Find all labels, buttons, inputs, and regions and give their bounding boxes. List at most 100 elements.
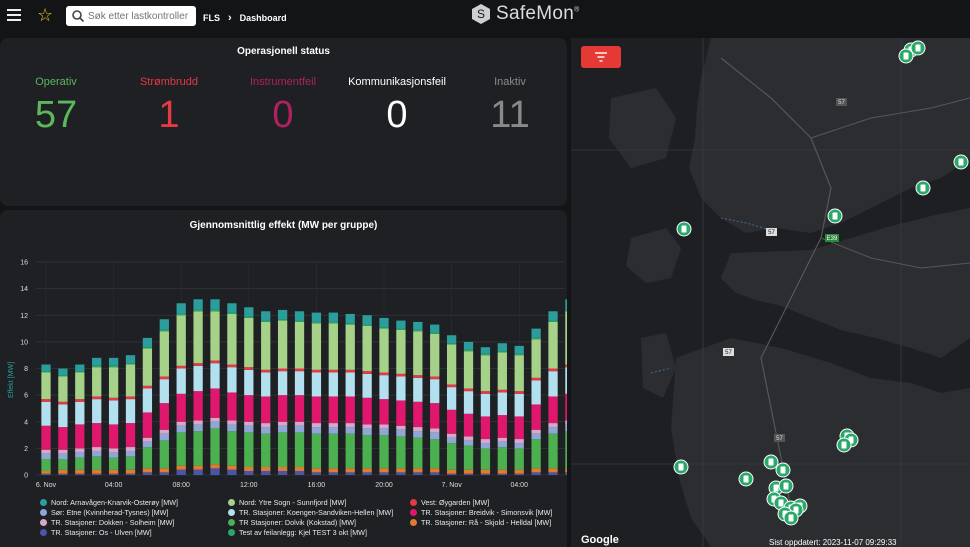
bar-segment[interactable] [227,424,237,432]
bar-segment[interactable] [497,352,507,390]
bar-segment[interactable] [430,468,440,473]
bar-segment[interactable] [379,317,389,328]
station-marker-icon[interactable] [783,510,799,526]
bar-segment[interactable] [480,391,491,394]
station-marker-icon[interactable] [915,180,931,196]
bar-segment[interactable] [108,367,119,398]
bar-segment[interactable] [261,423,271,428]
bar-segment[interactable] [227,313,237,365]
bar-segment[interactable] [108,448,119,453]
bar-segment[interactable] [227,420,237,425]
bar-segment[interactable] [480,439,491,444]
bar-segment[interactable] [193,309,203,312]
bar-segment[interactable] [244,425,254,433]
bar-segment[interactable] [210,299,220,310]
bar-segment[interactable] [159,319,169,330]
bar-segment[interactable] [176,365,186,369]
bar-segment[interactable] [92,357,102,366]
bar-segment[interactable] [531,337,541,340]
bar-segment[interactable] [396,436,406,469]
bar-segment[interactable] [430,324,440,333]
bar-segment[interactable] [463,391,474,414]
legend-item[interactable]: TR. Stasjoner: Os - Ulven [MW] [40,528,152,537]
bar-segment[interactable] [548,371,558,397]
bar-segment[interactable] [210,360,220,364]
bar-segment[interactable] [565,309,567,312]
bar-segment[interactable] [497,351,507,353]
legend-item[interactable]: Vest: Øygarden [MW] [410,498,489,507]
bar-segment[interactable] [396,400,406,426]
bar-segment[interactable] [58,449,68,454]
bar-segment[interactable] [193,431,203,466]
bar-segment[interactable] [176,315,186,366]
bar-segment[interactable] [345,472,355,475]
bar-segment[interactable] [58,427,68,450]
bar-segment[interactable] [75,364,85,372]
bar-segment[interactable] [345,324,355,370]
bar-segment[interactable] [75,448,85,453]
bar-segment[interactable] [176,421,186,426]
bar-segment[interactable] [193,469,203,475]
bar-segment[interactable] [142,388,153,413]
bar-segment[interactable] [565,393,567,421]
bar-segment[interactable] [294,395,305,422]
bar-segment[interactable] [142,468,153,473]
bar-segment[interactable] [142,437,153,442]
bar-segment[interactable] [294,432,305,468]
bar-segment[interactable] [75,401,85,425]
bar-segment[interactable] [430,332,440,334]
bar-segment[interactable] [311,312,322,322]
bar-segment[interactable] [362,424,372,429]
bar-segment[interactable] [480,393,491,417]
bar-segment[interactable] [58,376,68,402]
bar-segment[interactable] [362,315,372,325]
bar-segment[interactable] [311,321,322,324]
bar-segment[interactable] [463,436,474,441]
bar-segment[interactable] [244,307,254,317]
bar-segment[interactable] [125,364,136,397]
bar-segment[interactable] [92,447,102,452]
bar-segment[interactable] [531,439,541,469]
bar-segment[interactable] [311,468,322,473]
bar-segment[interactable] [497,392,507,416]
bar-segment[interactable] [463,445,474,470]
bar-segment[interactable] [311,369,322,373]
bar-segment[interactable] [193,299,203,310]
bar-segment[interactable] [277,320,288,369]
bar-segment[interactable] [108,400,119,425]
bar-segment[interactable] [497,437,507,442]
station-marker-icon[interactable] [953,154,969,170]
bar-segment[interactable] [345,369,355,373]
bar-segment[interactable] [362,472,372,475]
bar-segment[interactable] [497,447,507,470]
bar-segment[interactable] [108,469,119,474]
bar-segment[interactable] [396,472,406,475]
bar-segment[interactable] [58,404,68,428]
bar-segment[interactable] [294,311,305,321]
bar-segment[interactable] [227,465,237,470]
bar-segment[interactable] [41,459,51,472]
bar-segment[interactable] [108,457,119,470]
bar-segment[interactable] [41,399,51,402]
bar-segment[interactable] [565,364,567,368]
bar-segment[interactable] [261,321,271,370]
bar-segment[interactable] [294,371,305,396]
bar-segment[interactable] [92,473,102,475]
bar-segment[interactable] [125,355,136,364]
map-view[interactable]: 57 57 E39 57 57 Google Sist oppdatert: 2… [571,38,970,547]
bar-segment[interactable] [261,467,271,472]
legend-item[interactable]: TR. Stasjoner: Rå - Skjold - Helldal [MW… [410,518,551,527]
legend-item[interactable]: TR. Stasjoner: Koengen-Sandviken-Hellen … [228,508,393,517]
bar-segment[interactable] [125,473,136,475]
bar-segment[interactable] [142,447,153,469]
bar-segment[interactable] [227,469,237,475]
bar-segment[interactable] [565,472,567,475]
bar-segment[interactable] [244,317,254,368]
bar-segment[interactable] [261,471,271,475]
bar-segment[interactable] [413,468,423,473]
bar-segment[interactable] [244,369,254,396]
bar-segment[interactable] [514,345,524,354]
bar-segment[interactable] [362,371,372,374]
bar-segment[interactable] [41,364,51,372]
bar-segment[interactable] [345,396,355,424]
